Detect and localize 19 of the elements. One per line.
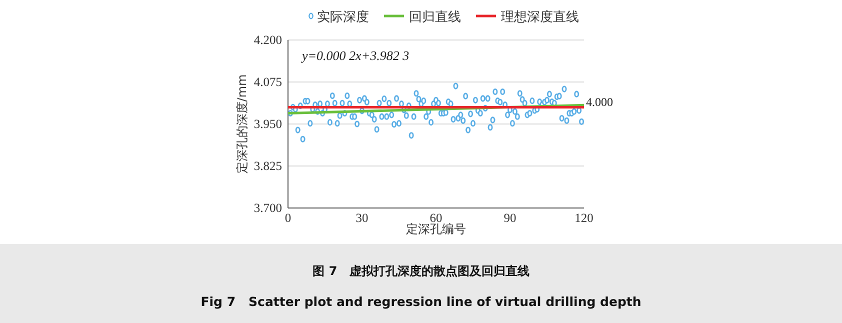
x-tick-label: 60 — [430, 211, 442, 225]
legend-label: 理想深度直线 — [501, 9, 579, 25]
x-tick-label: 30 — [356, 211, 368, 225]
x-tick-label: 0 — [284, 211, 292, 225]
x-axis-title: 定深孔编号 — [406, 222, 466, 236]
x-tick-label: 120 — [574, 211, 594, 225]
legend-label: 回归直线 — [409, 10, 461, 25]
y-tick-label: 4.200 — [254, 33, 282, 47]
y-tick-label: 3.950 — [254, 117, 282, 131]
x-tick-label: 90 — [504, 211, 516, 225]
legend-label: 实际深度 — [317, 9, 369, 25]
y-axis-title: 定深孔的深度/mm — [235, 74, 249, 174]
y-tick-label: 4.075 — [254, 75, 282, 89]
caption: 图 7 虚拟打孔深度的散点图及回归直线 — [312, 264, 530, 278]
caption: Fig 7 Scatter plot and regression line of virtual drilling depth — [200, 294, 642, 309]
data-label: 4.000 — [586, 95, 613, 110]
annotation: y=0.000 2x+3.982 3 — [300, 48, 410, 63]
y-tick-label: 3.825 — [254, 159, 282, 173]
y-tick-label: 3.700 — [254, 201, 282, 215]
